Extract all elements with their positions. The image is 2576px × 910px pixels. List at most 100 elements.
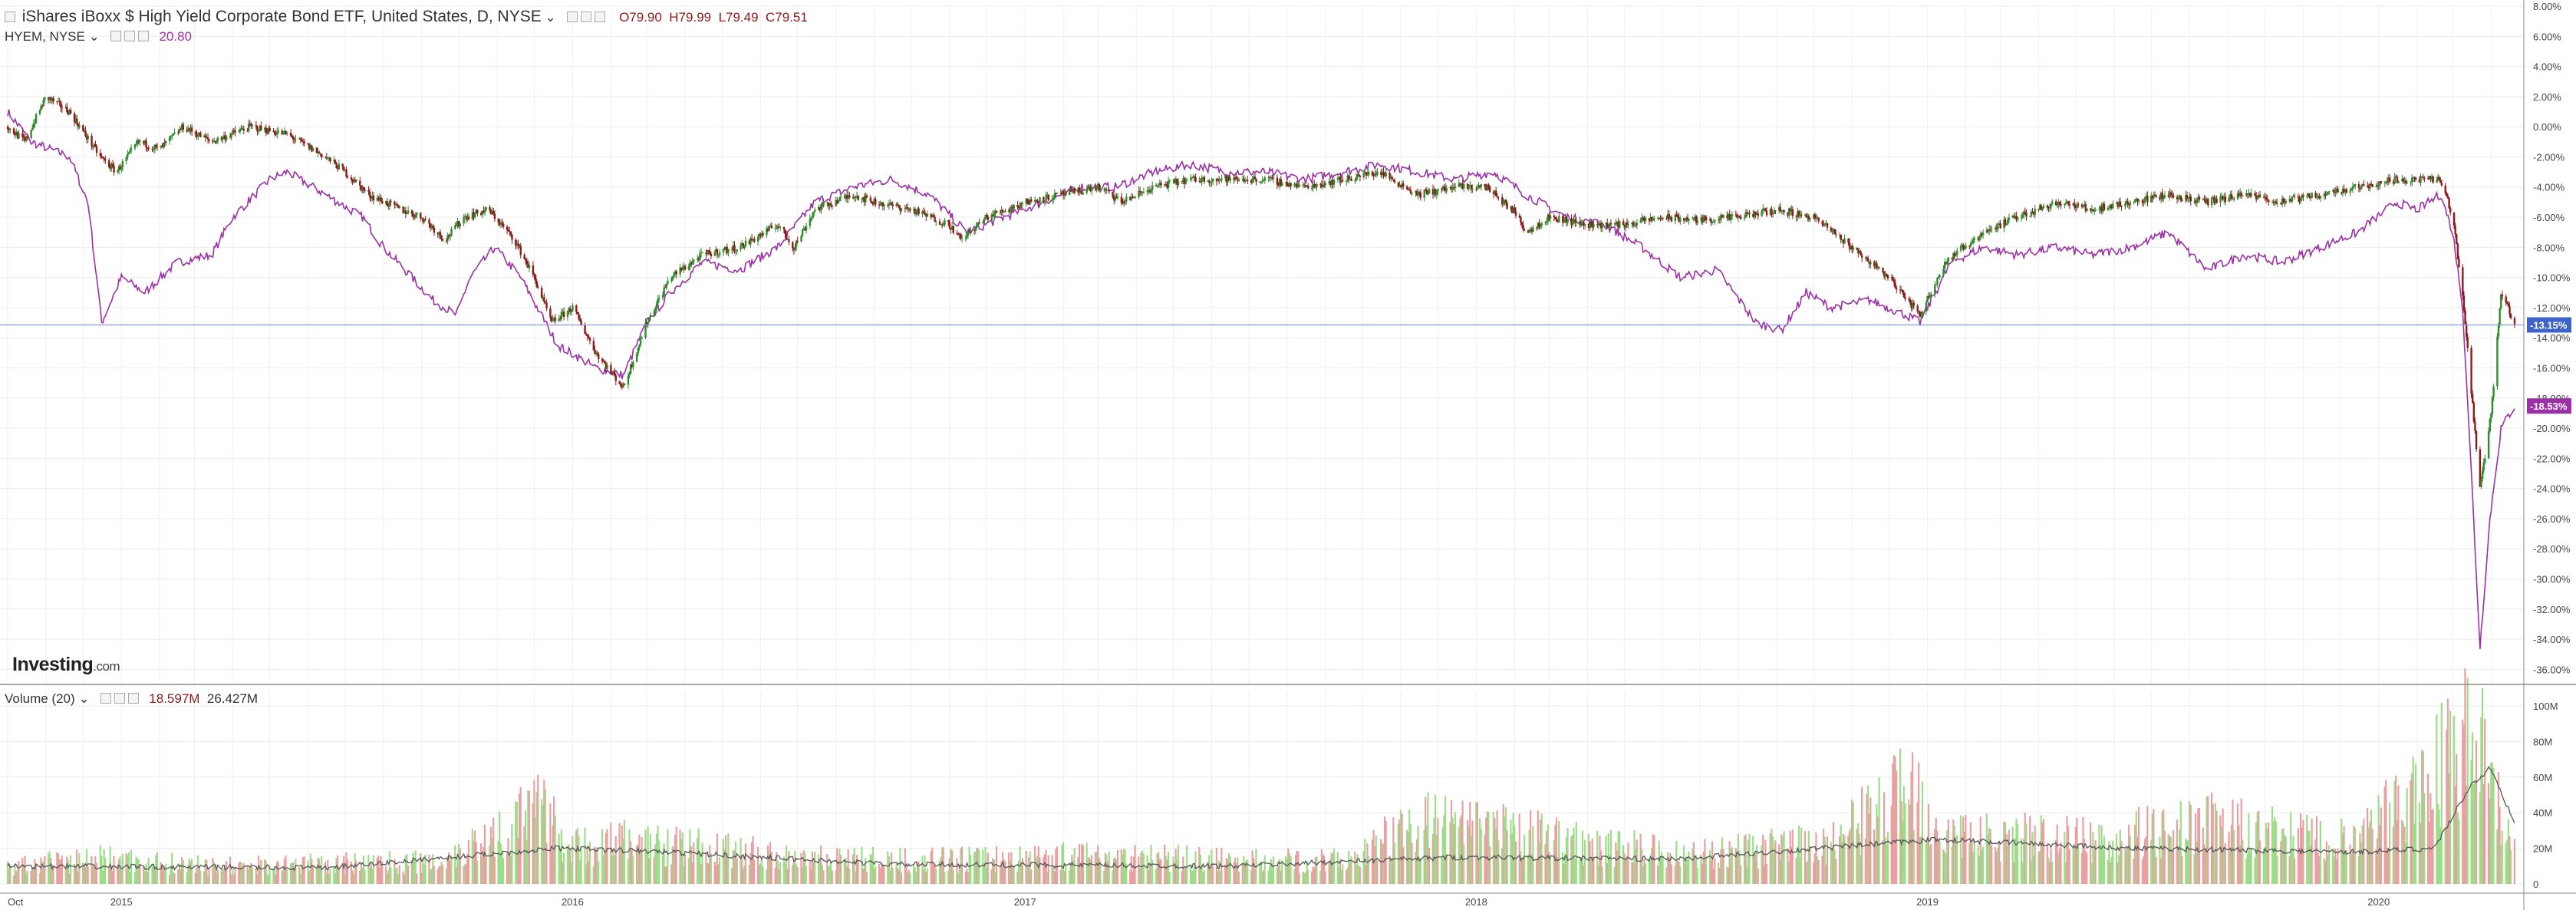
- chevron-down-icon[interactable]: ⌄: [545, 10, 556, 25]
- volume-bar: [2153, 846, 2156, 884]
- candle-body: [2032, 212, 2035, 215]
- candle-body: [257, 130, 260, 132]
- candle-body: [283, 130, 286, 132]
- volume-bar: [1443, 815, 1445, 884]
- candle-body: [1616, 222, 1619, 225]
- candle-body: [749, 238, 752, 244]
- eye-icon[interactable]: [100, 693, 111, 704]
- candle-body: [973, 230, 976, 232]
- volume-bar: [897, 868, 899, 884]
- volume-bar: [1813, 862, 1815, 884]
- candle-body: [1583, 224, 1586, 226]
- volume-bar: [1227, 859, 1229, 884]
- volume-bar: [1063, 871, 1066, 884]
- candle-body: [1112, 191, 1114, 198]
- collapse-icon[interactable]: [5, 12, 15, 22]
- volume-bar: [259, 865, 261, 884]
- candle-body: [750, 238, 753, 240]
- candle-body: [1797, 211, 1800, 216]
- candle-body: [2361, 184, 2364, 186]
- volume-bar: [483, 824, 486, 884]
- candle-body: [52, 97, 54, 102]
- candle-body: [1051, 199, 1053, 201]
- volume-bar: [1971, 840, 1973, 884]
- candle-body: [2205, 198, 2208, 203]
- chevron-down-icon[interactable]: ⌄: [78, 691, 90, 706]
- candle-body: [509, 231, 511, 232]
- volume-bar: [492, 817, 495, 884]
- candle-body: [533, 274, 535, 275]
- eye-icon[interactable]: [110, 31, 122, 41]
- volume-bar: [1797, 826, 1800, 884]
- volume-bar: [2193, 854, 2196, 884]
- volume-bar: [690, 846, 693, 884]
- candle-body: [1962, 245, 1965, 250]
- close-icon[interactable]: [138, 31, 150, 41]
- volume-label[interactable]: Volume (20): [5, 691, 75, 706]
- candle-body: [1077, 187, 1079, 193]
- candle-body: [1688, 219, 1690, 221]
- volume-bar: [1817, 860, 1820, 884]
- volume-bar: [2020, 838, 2023, 884]
- candle-body: [429, 223, 432, 228]
- volume-bar: [611, 855, 613, 884]
- y-tick-label: -32.00%: [2533, 604, 2571, 615]
- candle-body: [2031, 212, 2034, 213]
- settings-icon[interactable]: [580, 12, 591, 22]
- settings-icon[interactable]: [124, 31, 136, 41]
- candle-body: [649, 315, 652, 318]
- candle-body: [2497, 324, 2500, 337]
- volume-bar: [2161, 812, 2163, 884]
- candle-body: [1946, 260, 1948, 264]
- candle-body: [1492, 191, 1495, 194]
- compare-symbol[interactable]: HYEM, NYSE: [5, 29, 85, 44]
- symbol-title[interactable]: iShares iBoxx $ High Yield Corporate Bon…: [21, 8, 542, 25]
- candle-body: [1459, 183, 1461, 185]
- candle-body: [1087, 188, 1089, 190]
- candle-body: [1826, 223, 1829, 228]
- volume-bar: [863, 867, 865, 884]
- volume-bar: [964, 872, 967, 884]
- volume-bar: [934, 869, 937, 884]
- volume-bar: [1328, 862, 1330, 884]
- candle-body: [843, 196, 846, 198]
- candle-body: [1929, 295, 1931, 298]
- chevron-down-icon[interactable]: ⌄: [88, 29, 100, 44]
- volume-bar: [1520, 858, 1524, 884]
- volume-bar: [776, 852, 778, 884]
- settings-icon[interactable]: [114, 693, 125, 704]
- volume-bar: [2119, 829, 2121, 884]
- candle-body: [2219, 196, 2222, 203]
- volume-bar: [1644, 863, 1647, 884]
- eye-icon[interactable]: [566, 12, 578, 22]
- close-icon[interactable]: [594, 12, 605, 22]
- volume-bar: [865, 872, 868, 884]
- candle-body: [1251, 179, 1253, 183]
- candle-body: [318, 151, 321, 153]
- candle-body: [354, 179, 357, 183]
- volume-bar: [1320, 849, 1323, 884]
- candle-body: [604, 363, 608, 369]
- candle-body: [932, 215, 935, 217]
- close-icon[interactable]: [127, 693, 139, 704]
- candle-body: [1884, 274, 1886, 277]
- candle-body: [2422, 176, 2424, 178]
- volume-bar: [2014, 838, 2016, 884]
- candle-body: [2429, 176, 2432, 180]
- volume-bar: [2361, 825, 2364, 884]
- candle-body: [1390, 177, 1392, 179]
- volume-bar: [2064, 832, 2066, 884]
- volume-bar: [610, 822, 612, 884]
- candle-body: [450, 229, 453, 236]
- candle-body: [1021, 203, 1024, 205]
- candle-body: [420, 213, 422, 219]
- volume-bar: [2224, 843, 2226, 884]
- volume-value: 18.597M: [149, 691, 200, 706]
- volume-bar: [705, 852, 707, 884]
- volume-bar: [362, 856, 365, 884]
- candle-body: [2128, 203, 2130, 206]
- candle-body: [814, 209, 816, 212]
- volume-bar: [2466, 678, 2469, 884]
- volume-bar: [2420, 823, 2422, 884]
